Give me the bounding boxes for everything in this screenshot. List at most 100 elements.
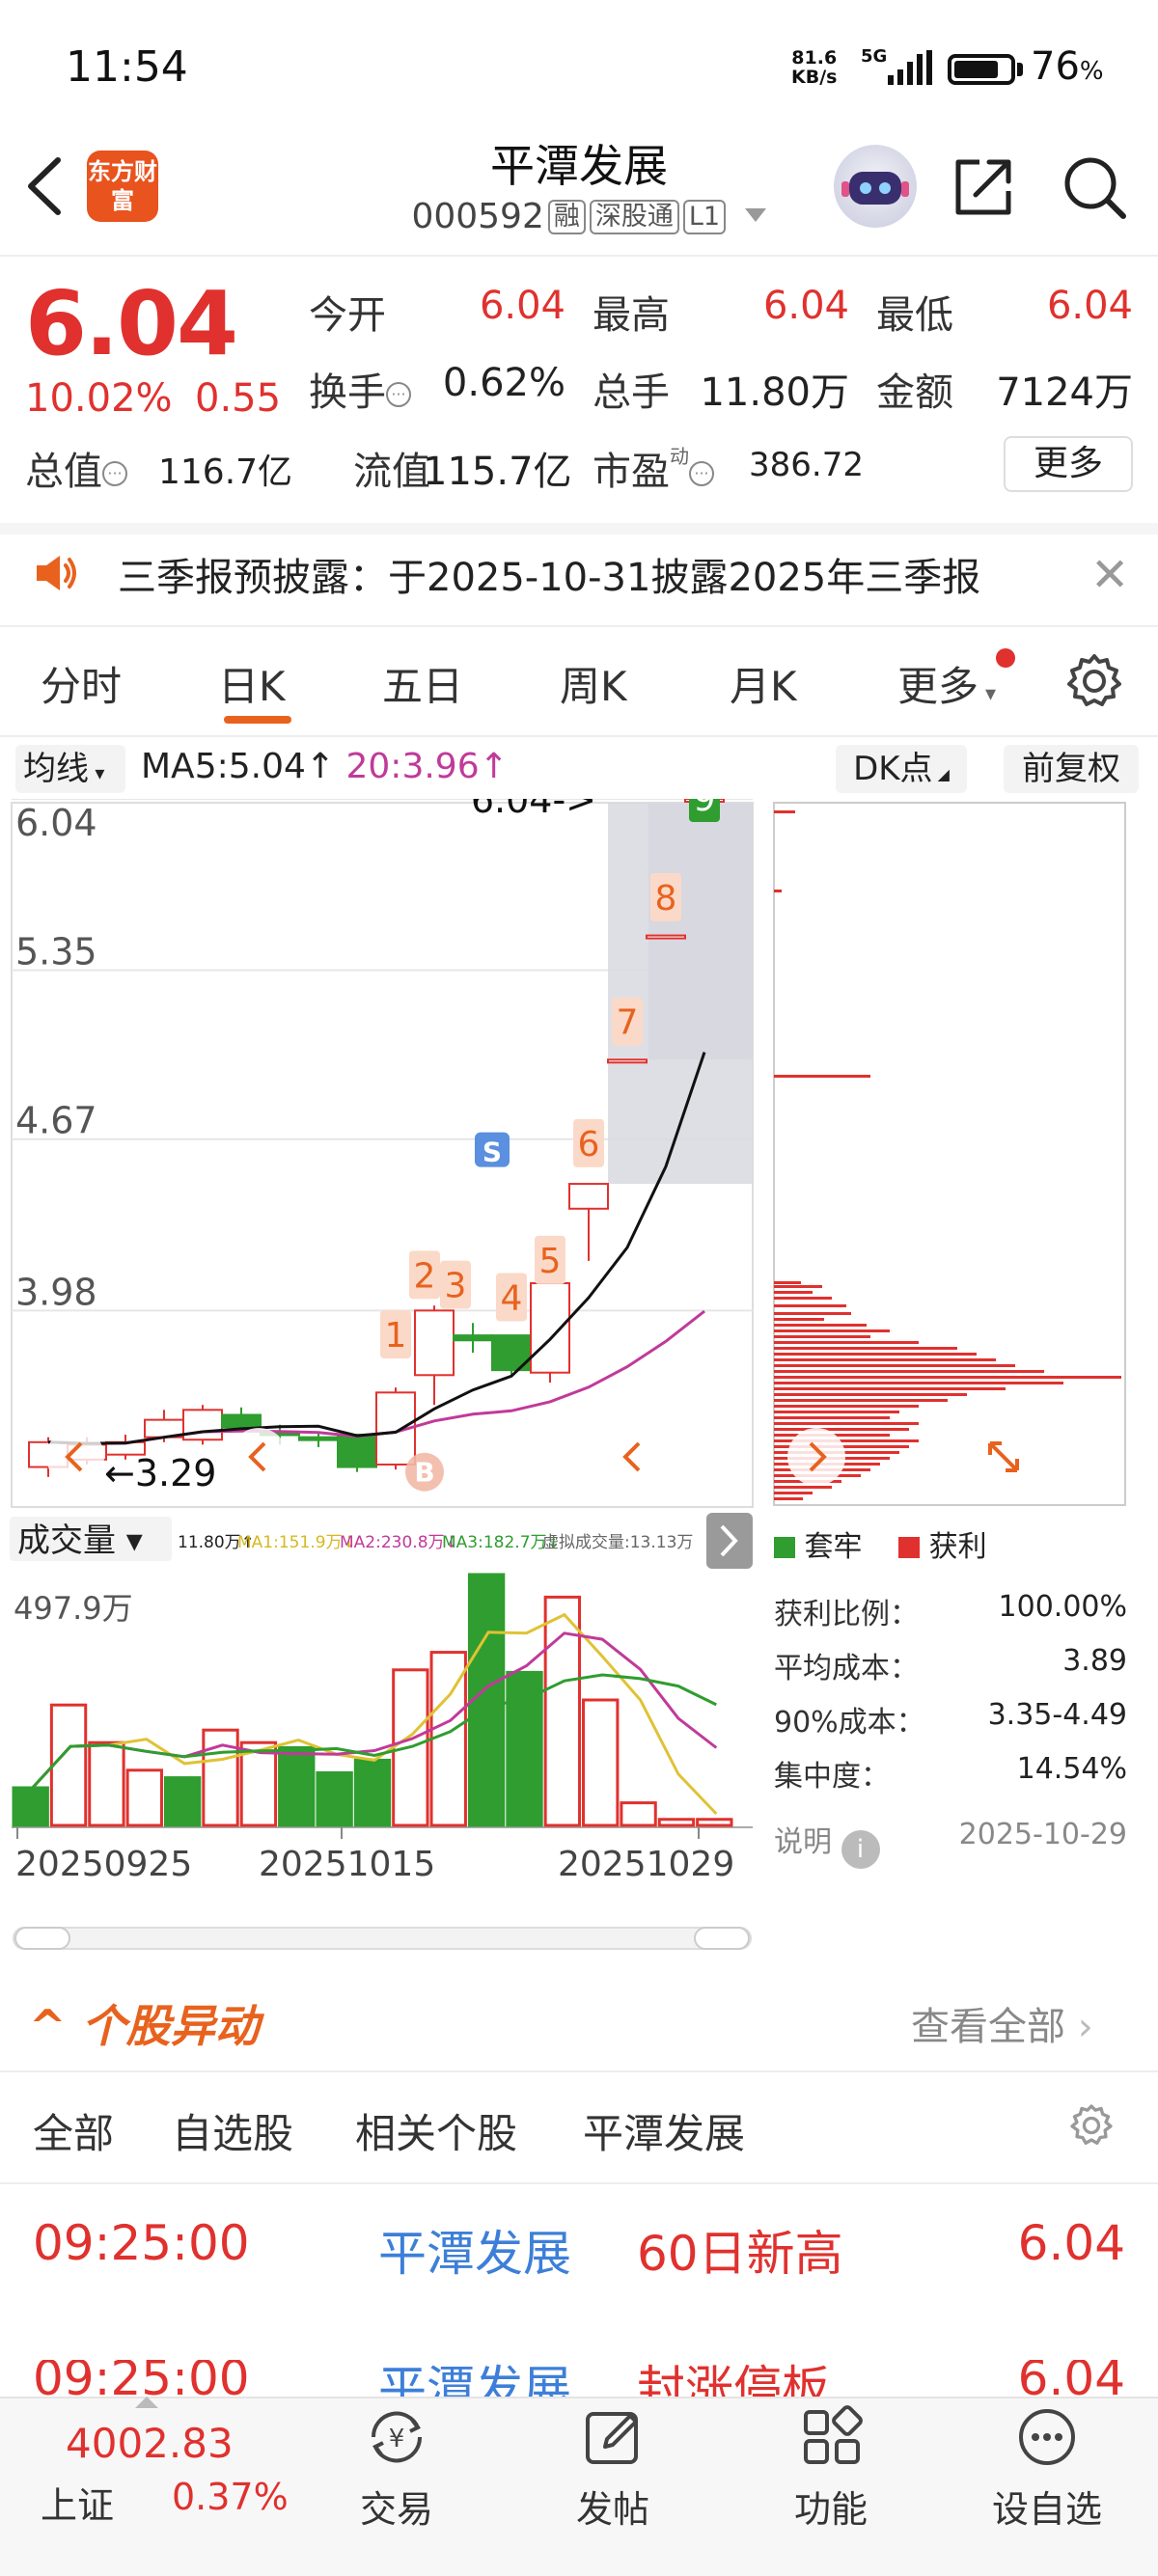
y-tick-label: 4.67 — [15, 1100, 97, 1142]
filter-this-stock[interactable]: 平潭发展 — [583, 2110, 746, 2157]
kline-chart[interactable]: 6.04 5.35 4.67 3.98 12 3 45 6 7 8 9 S B 6.04-> ←3.29 成交… — [0, 799, 762, 1953]
chip-bar — [774, 1486, 832, 1489]
index-value[interactable]: 4002.83 — [66, 2420, 234, 2467]
filter-settings-icon[interactable] — [1067, 2101, 1116, 2150]
candle — [298, 1436, 339, 1441]
speaker-icon — [37, 556, 76, 590]
adjust-button[interactable]: 前复权 — [1004, 745, 1139, 793]
info-icon[interactable]: ··· — [689, 461, 714, 486]
dk-marker: 7 — [617, 1003, 639, 1043]
turnover-label[interactable]: 换手 ··· — [309, 361, 411, 417]
announcement-text[interactable]: 三季报预披露：于2025-10-31披露2025年三季报 — [118, 556, 981, 600]
tab-weekly-k[interactable]: 周K — [560, 663, 627, 710]
chip-bar — [774, 1353, 977, 1356]
high-label: 最高 — [593, 293, 670, 338]
info-icon[interactable]: ··· — [386, 382, 411, 407]
tab-five-day[interactable]: 五日 — [382, 663, 464, 710]
volume-bar — [353, 1758, 392, 1827]
tab-daily-k[interactable]: 日K — [218, 663, 286, 710]
chip-bar — [774, 1335, 870, 1338]
filter-watchlist[interactable]: 自选股 — [172, 2110, 294, 2157]
chip-note[interactable]: 说明 i 2025-10-29 — [774, 1818, 1127, 1869]
chevron-left-icon — [248, 1441, 266, 1472]
announcement-bar[interactable] — [0, 523, 1158, 627]
status-time: 11:54 — [66, 42, 188, 92]
chip-profit-ratio: 获利比例： 100.00% — [774, 1590, 1127, 1631]
nav-post[interactable]: 发帖 — [540, 2402, 685, 2533]
view-all-link[interactable]: 查看全部 › — [911, 2005, 1093, 2049]
high-value: 6.04 — [762, 284, 849, 328]
pe-label[interactable]: 市盈动··· — [593, 440, 714, 496]
close-icon[interactable]: ✕ — [1090, 548, 1130, 602]
tab-intraday[interactable]: 分时 — [41, 663, 123, 710]
event-price: 6.04 — [1017, 2360, 1125, 2398]
chip-nav-right-icon[interactable] — [787, 1428, 845, 1486]
nav-add-watchlist[interactable]: 设自选 — [975, 2402, 1119, 2533]
total-value: 116.7亿 — [158, 452, 293, 492]
more-quote-button[interactable]: 更多 — [1004, 436, 1133, 492]
filter-all[interactable]: 全部 — [33, 2110, 115, 2157]
chip-distribution[interactable] — [770, 799, 1129, 1513]
x-tick-label: 20251015 — [259, 1845, 435, 1884]
chip-frame — [773, 802, 1126, 1506]
float-value-label: 流值 — [353, 450, 430, 494]
candle — [530, 1282, 570, 1374]
header-divider — [0, 255, 1158, 257]
movement-title[interactable]: ^ 个股异动 — [29, 2000, 260, 2052]
chip-bar — [774, 1399, 948, 1402]
signal-icon — [888, 50, 932, 85]
search-icon[interactable] — [1060, 152, 1129, 222]
index-change[interactable]: 0.37% — [172, 2476, 289, 2518]
chip-bar — [774, 1439, 919, 1442]
dk-marker-box — [612, 997, 643, 1046]
amount-value: 7124万 — [996, 370, 1133, 415]
active-tab-indicator — [224, 716, 291, 724]
chip-bar — [774, 1497, 803, 1500]
event-row[interactable]: 09:25:00 平潭发展 封涨停板 6.04 — [0, 2360, 1158, 2398]
back-arrow-icon[interactable] — [21, 152, 69, 220]
nav-trade[interactable]: ¥ 交易 — [324, 2402, 469, 2533]
event-row[interactable]: 09:25:00 平潭发展 60日新高 6.04 — [0, 2215, 1158, 2292]
volume-stat: 11.80万↑ — [178, 1533, 255, 1552]
share-icon[interactable] — [951, 152, 1018, 220]
total-value-label[interactable]: 总值 ··· — [25, 440, 127, 496]
chip-bar — [774, 1405, 919, 1408]
chip-90-cost: 90%成本： 3.35-4.49 — [774, 1698, 1127, 1740]
candle — [221, 1413, 262, 1429]
info-icon[interactable]: i — [841, 1830, 880, 1869]
expand-up-icon[interactable] — [135, 2397, 158, 2408]
tab-more[interactable]: 更多 ▾ — [897, 663, 997, 710]
bottom-nav — [0, 2397, 1158, 2576]
app-logo[interactable]: 东方财富 — [87, 151, 158, 222]
dk-marker: 3 — [445, 1267, 467, 1306]
event-stock[interactable]: 平潭发展 — [378, 2226, 571, 2282]
filter-related[interactable]: 相关个股 — [355, 2110, 518, 2157]
chip-concentration: 集中度： 14.54% — [774, 1752, 1127, 1794]
change-amount: 0.55 — [195, 376, 282, 421]
low-label: 最低 — [876, 293, 953, 338]
dk-marker: 8 — [655, 879, 677, 918]
event-type: 60日新高 — [637, 2226, 843, 2282]
chip-bar — [774, 1370, 1044, 1373]
x-tick-label: 20251029 — [558, 1845, 734, 1884]
chip-bar — [774, 1281, 801, 1284]
chip-avg-cost: 平均成本： 3.89 — [774, 1644, 1127, 1685]
chip-bar — [774, 1364, 1015, 1367]
event-stock[interactable]: 平潭发展 — [378, 2361, 571, 2398]
caret-down-icon[interactable] — [744, 208, 766, 224]
nav-functions[interactable]: 功能 — [758, 2402, 903, 2533]
tab-monthly-k[interactable]: 月K — [730, 663, 797, 710]
dk-marker-box — [496, 1273, 527, 1322]
chip-bar — [774, 1291, 813, 1294]
info-icon[interactable]: ··· — [102, 461, 127, 486]
ai-assistant-icon[interactable] — [834, 145, 917, 228]
ma-toggle[interactable]: 均线 ▾ — [15, 745, 125, 793]
volume-stat: 虚拟成交量:13.13万 — [542, 1533, 693, 1552]
settings-gear-icon[interactable] — [1065, 652, 1123, 710]
change-percent: 10.02% — [25, 376, 173, 421]
current-price: 6.04 — [25, 272, 238, 375]
index-name[interactable]: 上证 — [41, 2484, 115, 2527]
expand-icon[interactable] — [975, 1428, 1033, 1486]
chip-bar — [774, 1382, 1063, 1384]
dk-point-button[interactable]: DK点 ◢ — [836, 745, 967, 793]
